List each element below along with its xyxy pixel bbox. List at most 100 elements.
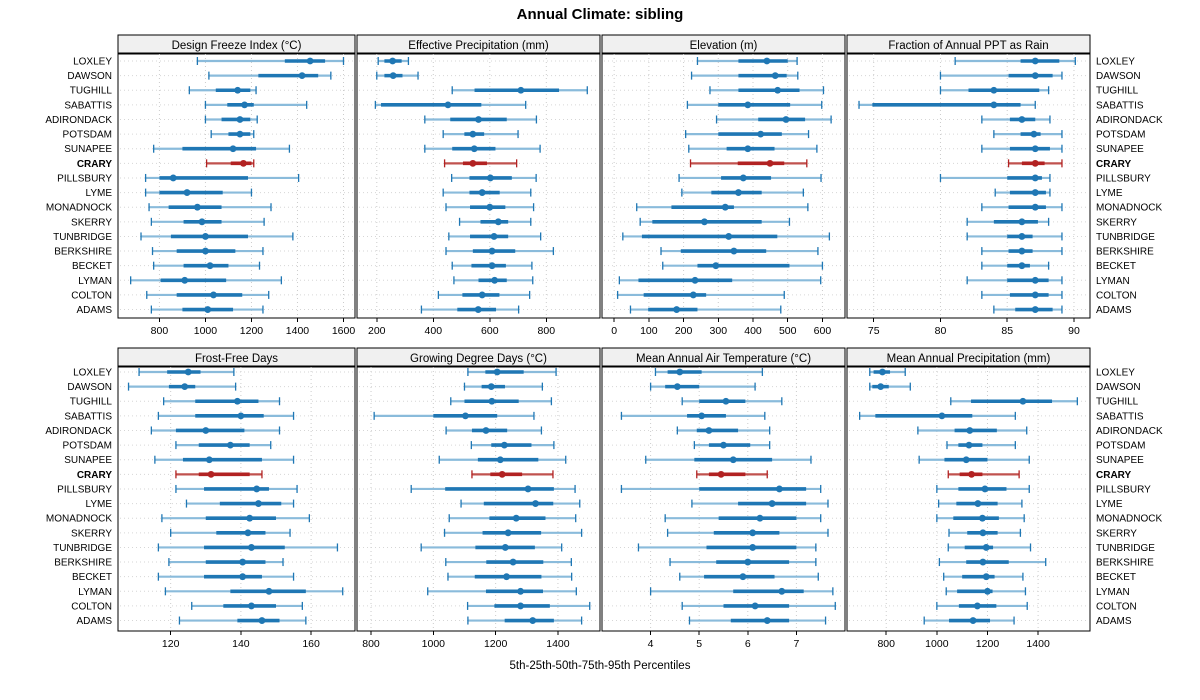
median-dot-SUNAPEE (229, 145, 237, 153)
median-dot-CRARY (968, 470, 975, 478)
station-label-left-tughill: TUGHILL (70, 86, 113, 97)
axis-tick-label: 800 (877, 638, 895, 650)
axis-tick-label: 120 (162, 638, 180, 650)
station-label-right-loxley: LOXLEY (1096, 57, 1135, 68)
axis-tick-label: 85 (1001, 325, 1013, 337)
station-label-right-crary: CRARY (1096, 470, 1132, 481)
median-dot-LYMAN (984, 587, 991, 595)
axis-tick-label: 140 (232, 638, 250, 650)
station-label-right-colton: COLTON (1096, 290, 1137, 301)
station-label-right-adirondack: ADIRONDACK (1096, 115, 1163, 126)
median-dot-ADAMS (673, 306, 681, 313)
station-label-left-monadnock: MONADNOCK (46, 203, 112, 214)
median-dot-SUNAPEE (205, 456, 213, 464)
median-dot-CRARY (207, 470, 215, 478)
median-dot-COLTON (1031, 291, 1039, 299)
station-label-left-potsdam: POTSDAM (63, 441, 112, 452)
station-label-left-skerry: SKERRY (71, 217, 112, 228)
station-label-right-tughill: TUGHILL (1096, 86, 1139, 97)
median-dot-SKERRY (1018, 218, 1026, 226)
median-dot-LYME (768, 500, 776, 507)
station-label-right-becket: BECKET (1096, 261, 1136, 272)
median-dot-TUNBRIDGE (982, 544, 990, 551)
median-dot-ADIRONDACK (475, 116, 482, 123)
median-dot-BECKET (503, 573, 510, 581)
station-label-left-dawson: DAWSON (67, 71, 112, 82)
median-dot-TUGHILL (990, 86, 998, 94)
axis-tick-label: 1000 (925, 638, 949, 650)
median-dot-LOXLEY (389, 57, 397, 65)
axis-tick-label: 4 (648, 638, 654, 650)
panel-strip (356, 34, 601, 55)
median-dot-PILLSBURY (253, 485, 261, 493)
median-dot-SABATTIS (462, 412, 469, 420)
median-dot-DAWSON (181, 383, 189, 391)
median-dot-TUGHILL (517, 86, 525, 94)
median-dot-LYMAN (778, 587, 786, 595)
median-dot-SABATTIS (698, 412, 706, 420)
median-dot-COLTON (751, 602, 759, 610)
median-dot-DAWSON (771, 72, 779, 80)
panel-Mean Annual Precipitation (mm) (846, 347, 1091, 635)
median-dot-COLTON (248, 602, 255, 610)
axis-tick-label: 500 (779, 325, 797, 337)
median-dot-TUGHILL (774, 86, 782, 94)
panel-strip (117, 34, 356, 55)
panel-strip-title: Effective Precipitation (mm) (408, 40, 549, 52)
axis-tick-label: 400 (744, 325, 762, 337)
median-dot-LYME (532, 500, 539, 507)
median-dot-BECKET (239, 573, 247, 581)
station-label-left-adams: ADAMS (76, 616, 112, 627)
median-dot-DAWSON (1031, 72, 1039, 80)
median-dot-LYMAN (491, 276, 499, 284)
median-dot-POTSDAM (1030, 130, 1038, 138)
station-label-left-tunbridge: TUNBRIDGE (53, 232, 112, 243)
median-dot-POTSDAM (720, 441, 727, 449)
median-dot-ADIRONDACK (202, 427, 210, 434)
panel-border (601, 52, 846, 319)
station-label-right-berkshire: BERKSHIRE (1096, 558, 1154, 569)
station-label-right-crary: CRARY (1096, 159, 1132, 170)
median-dot-DAWSON (877, 383, 885, 391)
station-label-left-lyme: LYME (86, 499, 113, 510)
median-dot-ADIRONDACK (482, 427, 490, 434)
station-label-left-adams: ADAMS (76, 305, 112, 316)
station-label-right-becket: BECKET (1096, 572, 1136, 583)
median-dot-BECKET (982, 573, 990, 581)
station-label-right-sunapee: SUNAPEE (1096, 144, 1144, 155)
median-dot-COLTON (689, 291, 697, 299)
station-label-left-tughill: TUGHILL (70, 397, 113, 408)
axis-tick-label: 600 (814, 325, 832, 337)
station-label-right-potsdam: POTSDAM (1096, 441, 1145, 452)
axis-tick-label: 90 (1068, 325, 1080, 337)
panel-strip (117, 347, 356, 368)
axis-tick-label: 800 (538, 325, 556, 337)
panel-border (117, 52, 356, 319)
median-dot-MONADNOCK (979, 514, 986, 522)
station-label-left-sunapee: SUNAPEE (64, 144, 112, 155)
panel-border (356, 52, 601, 319)
median-dot-TUNBRIDGE (490, 233, 498, 240)
panel-strip-title: Growing Degree Days (°C) (410, 353, 547, 365)
median-dot-TUNBRIDGE (202, 233, 209, 240)
station-label-left-lyman: LYMAN (78, 587, 112, 598)
axis-tick-label: 200 (675, 325, 693, 337)
axis-tick-label: 1600 (332, 325, 356, 337)
median-dot-ADIRONDACK (1018, 116, 1026, 123)
station-label-left-berkshire: BERKSHIRE (54, 247, 112, 258)
panel-strip (356, 347, 601, 368)
median-dot-DAWSON (298, 72, 306, 80)
station-label-right-colton: COLTON (1096, 601, 1137, 612)
axis-tick-label: 600 (481, 325, 499, 337)
median-dot-TUGHILL (234, 86, 242, 94)
panel-Growing Degree Days (°C) (356, 347, 601, 635)
axis-tick-label: 160 (302, 638, 320, 650)
station-label-left-lyman: LYMAN (78, 276, 112, 287)
station-label-left-pillsbury: PILLSBURY (57, 173, 112, 184)
median-dot-LYME (1031, 189, 1039, 196)
median-dot-ADAMS (763, 617, 771, 624)
station-label-right-skerry: SKERRY (1096, 217, 1137, 228)
median-dot-CRARY (469, 159, 477, 167)
median-dot-LOXLEY (184, 368, 192, 376)
